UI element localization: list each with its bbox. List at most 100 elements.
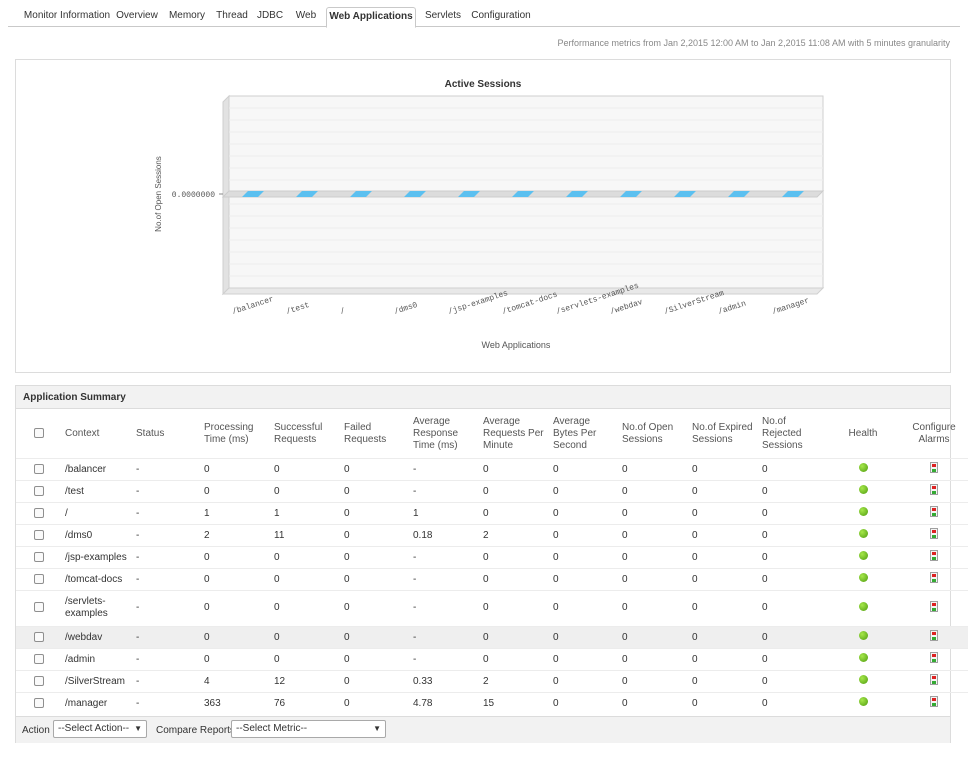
- chart-bar: [296, 191, 318, 197]
- chart-title: Active Sessions: [445, 79, 522, 90]
- health-status-icon[interactable]: [858, 507, 868, 516]
- row-status: -: [132, 523, 200, 546]
- row-context[interactable]: /servlets-examples: [61, 589, 132, 626]
- configure-alarm-icon[interactable]: [930, 484, 938, 495]
- row-failed-requests: 0: [340, 669, 409, 692]
- row-avg-response-time: -: [409, 589, 479, 626]
- col-open-sessions[interactable]: No.of Open Sessions: [622, 421, 674, 445]
- row-processing-time: 0: [200, 479, 270, 502]
- health-status-icon[interactable]: [858, 601, 868, 611]
- row-context[interactable]: /tomcat-docs: [61, 567, 132, 590]
- row-checkbox[interactable]: [33, 698, 44, 709]
- health-status-icon[interactable]: [858, 485, 868, 494]
- row-avg-bytes-per-second: 0: [549, 669, 618, 692]
- col-expired-sessions[interactable]: No.of Expired Sessions: [692, 421, 753, 445]
- health-status-icon[interactable]: [858, 697, 868, 707]
- configure-alarm-icon[interactable]: [930, 652, 938, 663]
- row-avg-bytes-per-second: 0: [549, 625, 618, 648]
- row-status: -: [132, 567, 200, 590]
- row-avg-response-time: -: [409, 567, 479, 590]
- col-avg-response-time[interactable]: Average Response Time (ms): [413, 415, 459, 451]
- row-checkbox[interactable]: [33, 529, 44, 540]
- row-context[interactable]: /webdav: [61, 625, 132, 648]
- col-processing-time[interactable]: Processing Time (ms): [204, 421, 254, 445]
- row-successful-requests: 0: [270, 479, 340, 502]
- row-checkbox[interactable]: [33, 507, 44, 518]
- metric-select[interactable]: --Select Metric-- ▼: [231, 720, 386, 738]
- row-checkbox[interactable]: [33, 675, 44, 686]
- configure-alarm-icon[interactable]: [930, 506, 938, 517]
- row-processing-time: 4: [200, 669, 270, 692]
- tab-configuration[interactable]: Configuration: [471, 10, 531, 21]
- row-context[interactable]: /dms0: [61, 523, 132, 546]
- row-context[interactable]: /manager: [61, 691, 132, 714]
- chevron-down-icon: ▼: [134, 724, 142, 733]
- tab-monitor-information[interactable]: Monitor Information: [23, 10, 111, 21]
- health-status-icon[interactable]: [858, 529, 868, 538]
- row-checkbox[interactable]: [33, 551, 44, 562]
- row-open-sessions: 0: [618, 479, 688, 502]
- configure-alarm-icon[interactable]: [930, 462, 938, 473]
- health-status-icon[interactable]: [858, 653, 868, 662]
- row-status: -: [132, 479, 200, 502]
- row-failed-requests: 0: [340, 567, 409, 590]
- health-status-icon[interactable]: [858, 463, 868, 472]
- configure-alarm-icon[interactable]: [930, 550, 938, 561]
- row-failed-requests: 0: [340, 523, 409, 546]
- row-checkbox[interactable]: [33, 631, 44, 642]
- row-avg-bytes-per-second: 0: [549, 691, 618, 714]
- health-status-icon[interactable]: [858, 551, 868, 560]
- row-context[interactable]: /: [61, 501, 132, 524]
- configure-alarm-icon[interactable]: [930, 572, 938, 583]
- row-avg-bytes-per-second: 0: [549, 501, 618, 524]
- health-status-icon[interactable]: [858, 675, 868, 684]
- row-context[interactable]: /test: [61, 479, 132, 502]
- row-processing-time: 0: [200, 567, 270, 590]
- row-open-sessions: 0: [618, 545, 688, 568]
- action-select[interactable]: --Select Action-- ▼: [53, 720, 147, 738]
- configure-alarm-icon[interactable]: [930, 674, 938, 685]
- configure-alarm-icon[interactable]: [930, 696, 938, 708]
- row-successful-requests: 0: [270, 457, 340, 480]
- row-checkbox[interactable]: [33, 653, 44, 664]
- tab-memory[interactable]: Memory: [168, 10, 206, 21]
- row-context[interactable]: /balancer: [61, 457, 132, 480]
- table-row: /SilverStream -4 12 0 0.33 2 0 0 0 0: [16, 669, 968, 692]
- row-avg-requests-per-minute: 0: [479, 625, 549, 648]
- tab-web-applications[interactable]: Web Applications: [326, 7, 416, 28]
- table-row: / -1 1 0 1 0 0 0 0 0: [16, 501, 968, 524]
- tab-servlets[interactable]: Servlets: [424, 10, 462, 21]
- row-rejected-sessions: 0: [758, 457, 828, 480]
- col-avg-requests-per-minute[interactable]: Average Requests Per Minute: [483, 415, 544, 451]
- tab-jdbc[interactable]: JDBC: [256, 10, 284, 21]
- row-checkbox[interactable]: [33, 463, 44, 474]
- col-rejected-sessions[interactable]: No.of Rejected Sessions: [762, 415, 803, 451]
- row-checkbox[interactable]: [33, 573, 44, 584]
- col-successful-requests[interactable]: Successful Requests: [274, 421, 323, 445]
- health-status-icon[interactable]: [858, 631, 868, 640]
- row-status: -: [132, 501, 200, 524]
- x-tick-label: /balancer: [231, 295, 275, 317]
- row-context[interactable]: /SilverStream: [61, 669, 132, 692]
- row-checkbox[interactable]: [33, 485, 44, 496]
- row-context[interactable]: /admin: [61, 647, 132, 670]
- tab-web[interactable]: Web: [295, 10, 317, 21]
- select-all-checkbox[interactable]: [33, 428, 44, 439]
- col-failed-requests[interactable]: Failed Requests: [344, 421, 387, 445]
- row-rejected-sessions: 0: [758, 589, 828, 626]
- configure-alarm-icon[interactable]: [930, 630, 938, 641]
- configure-alarm-icon[interactable]: [930, 600, 938, 612]
- row-status: -: [132, 545, 200, 568]
- configure-alarm-icon[interactable]: [930, 528, 938, 539]
- tab-overview[interactable]: Overview: [116, 10, 158, 21]
- action-label: Action: [22, 725, 50, 736]
- row-context[interactable]: /jsp-examples: [61, 545, 132, 568]
- col-status[interactable]: Status: [136, 427, 165, 439]
- health-status-icon[interactable]: [858, 573, 868, 582]
- plot-floor: [221, 287, 825, 295]
- col-context[interactable]: Context: [65, 427, 100, 439]
- row-processing-time: 0: [200, 589, 270, 626]
- row-checkbox[interactable]: [33, 602, 44, 613]
- tab-thread[interactable]: Thread: [216, 10, 248, 21]
- col-avg-bytes-per-second[interactable]: Average Bytes Per Second: [553, 415, 597, 451]
